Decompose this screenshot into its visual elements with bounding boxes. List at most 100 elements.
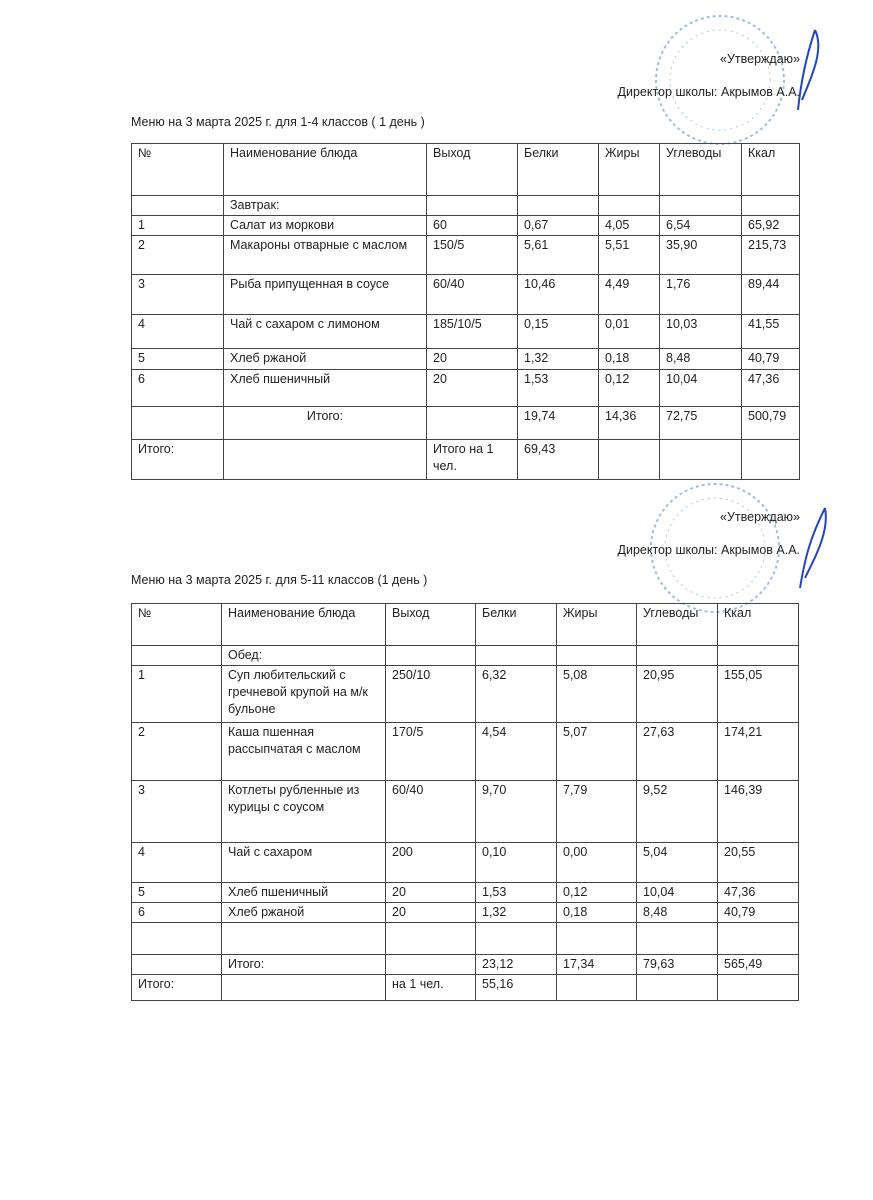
per-person-value: 55,16 [475,974,557,1001]
table-cell: 200 [385,842,476,883]
table-cell: 170/5 [385,722,476,781]
table-cell: 5,61 [517,235,599,275]
column-header: Наименование блюда [223,143,427,196]
column-header: Углеводы [636,603,718,646]
table-row: 6 Хлеб ржаной 20 1,32 0,18 8,48 40,79 [131,902,799,923]
section-label: Завтрак: [223,195,427,216]
table-row: 2 Макароны отварные с маслом 150/5 5,61 5,51… [131,235,800,275]
table-cell [131,406,224,440]
table-cell: 1 [131,665,222,723]
column-header: Жиры [598,143,660,196]
table-row: 5 Хлеб пшеничный 20 1,53 0,12 10,04 47,36 [131,882,799,903]
table-cell: 79,63 [636,954,718,975]
table-cell: 10,46 [517,274,599,315]
table-cell: 35,90 [659,235,742,275]
table-cell: Хлеб ржаной [221,902,386,923]
column-header: Белки [475,603,557,646]
table-cell [556,645,637,666]
table-cell: 10,04 [636,882,718,903]
table-cell: 1 [131,215,224,236]
table-cell [717,922,799,955]
table-cell: 65,92 [741,215,800,236]
table-cell: 155,05 [717,665,799,723]
table-cell [385,922,476,955]
table-cell: 4,54 [475,722,557,781]
table-cell: 4,05 [598,215,660,236]
table-cell: Чай с сахаром с лимоном [223,314,427,349]
table-cell: 47,36 [717,882,799,903]
per-person-label: Итого на 1 чел. [426,439,518,480]
table-cell: 2 [131,235,224,275]
column-header: № [131,603,222,646]
table-cell: 500,79 [741,406,800,440]
table-cell: 0,12 [598,369,660,407]
table-cell [741,439,800,480]
header-row: № Наименование блюда Выход Белки Жиры Углевод… [131,143,800,196]
table-cell: 3 [131,780,222,843]
table-cell [517,195,599,216]
menu2-table: № Наименование блюда Выход Белки Жиры Углевод… [131,603,799,1001]
table-cell: 0,67 [517,215,599,236]
table-cell: 6,54 [659,215,742,236]
table-cell: Суп любительский с гречневой крупой на м… [221,665,386,723]
table-cell: 250/10 [385,665,476,723]
table-cell: 20 [385,902,476,923]
table-row: 1 Салат из моркови 60 0,67 4,05 6,54 65,92 [131,215,800,236]
table-cell: 17,34 [556,954,637,975]
total-label: Итого: [221,954,386,975]
final-row: Итого: на 1 чел. 55,16 [131,974,799,1001]
table-cell: 23,12 [475,954,557,975]
table-cell: Салат из моркови [223,215,427,236]
table-cell: 1,32 [517,348,599,370]
table-cell: 0,01 [598,314,660,349]
section-label: Обед: [221,645,386,666]
table-cell: 0,15 [517,314,599,349]
table-cell: 5,07 [556,722,637,781]
table-cell [741,195,800,216]
table-cell [475,922,557,955]
table-cell: 6,32 [475,665,557,723]
table-cell [131,645,222,666]
table-cell: 20 [385,882,476,903]
approve-label: «Утверждаю» [720,510,800,524]
table-cell [131,922,222,955]
table-cell: 40,79 [741,348,800,370]
column-header: Выход [385,603,476,646]
director-label: Директор школы: Акрымов А.А. [617,543,800,557]
column-header: Жиры [556,603,637,646]
table-cell: 4,49 [598,274,660,315]
table-cell: 9,70 [475,780,557,843]
table-cell: 10,04 [659,369,742,407]
table-cell: 7,79 [556,780,637,843]
table-cell: 8,48 [636,902,718,923]
column-header: Углеводы [659,143,742,196]
table-cell [221,922,386,955]
per-person-value: 69,43 [517,439,599,480]
table-cell: 185/10/5 [426,314,518,349]
table-cell: 1,32 [475,902,557,923]
table-cell: 1,53 [475,882,557,903]
table-cell [636,974,718,1001]
table-cell: Хлеб пшеничный [221,882,386,903]
table-cell: 6 [131,369,224,407]
table-cell: 0,10 [475,842,557,883]
approve-label: «Утверждаю» [720,52,800,66]
column-header: Белки [517,143,599,196]
table-cell [221,974,386,1001]
per-person-label: на 1 чел. [385,974,476,1001]
table-cell [131,195,224,216]
director-label: Директор школы: Акрымов А.А. [617,85,800,99]
table-row: 5 Хлеб ржаной 20 1,32 0,18 8,48 40,79 [131,348,800,370]
table-cell: 60/40 [426,274,518,315]
table-cell: 20,95 [636,665,718,723]
final-row: Итого: Итого на 1 чел. 69,43 [131,439,800,480]
table-cell [598,195,660,216]
table-cell [426,195,518,216]
menu1-table: № Наименование блюда Выход Белки Жиры Углевод… [131,143,800,480]
table-row: 3 Котлеты рубленные из курицы с соусом 60/… [131,780,799,843]
table-cell: Чай с сахаром [221,842,386,883]
table-cell: 89,44 [741,274,800,315]
table-cell: 5 [131,882,222,903]
table-cell: 6 [131,902,222,923]
table-cell: Макароны отварные с маслом [223,235,427,275]
